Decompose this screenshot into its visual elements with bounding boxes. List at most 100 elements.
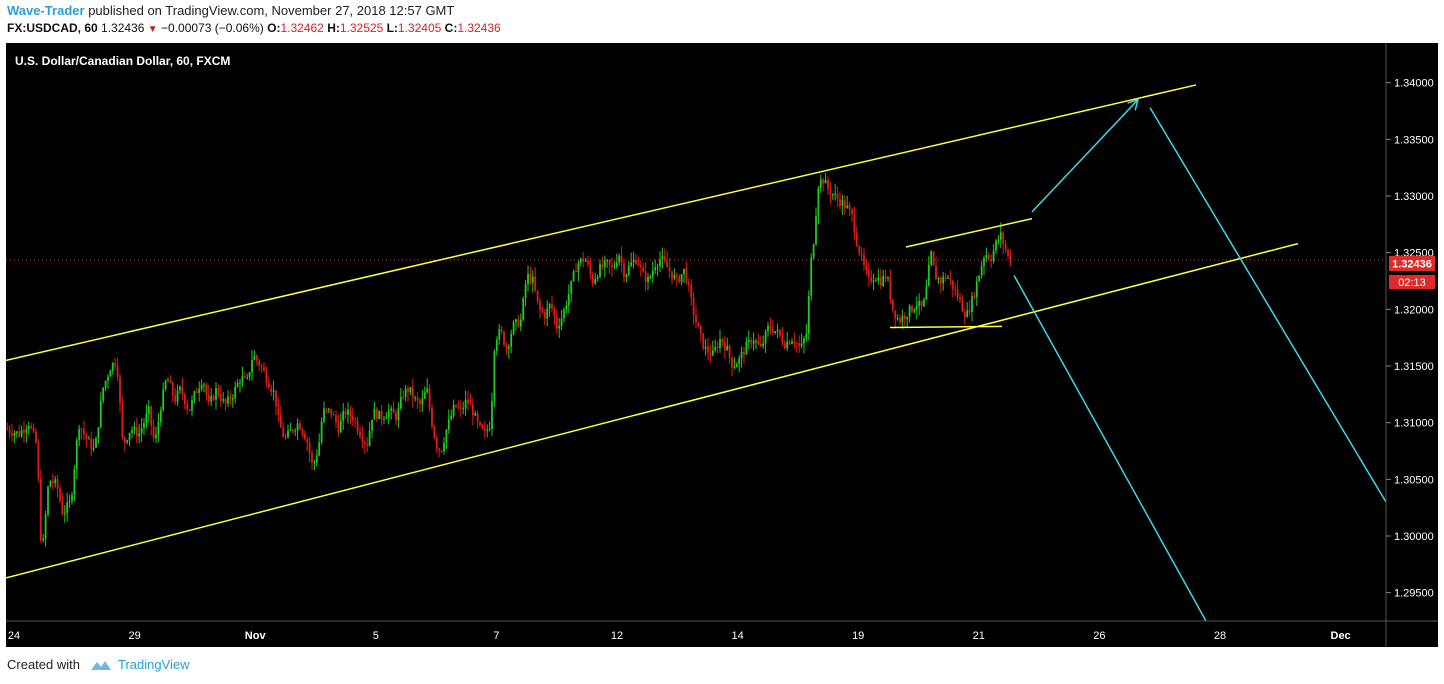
price-axis[interactable]: 1.340001.335001.330001.325001.320001.315… [1386, 78, 1434, 600]
candle-body [419, 400, 421, 405]
candle-body [263, 366, 265, 372]
symbol-label: FX:USDCAD, 60 [7, 21, 98, 35]
candle-body [116, 365, 119, 377]
candle-body [68, 501, 71, 503]
candle-body [752, 341, 755, 344]
candle-body [627, 266, 630, 275]
candle-body [512, 321, 515, 334]
candle-body [968, 310, 971, 312]
candle-body [493, 351, 496, 401]
candle-body [558, 325, 561, 329]
candle-body [510, 333, 513, 347]
candle-body [486, 429, 489, 431]
candle-body [563, 309, 565, 319]
candle-body [579, 258, 582, 264]
candle-body [397, 408, 400, 421]
candle-body [858, 246, 861, 254]
publish-text: published on TradingView.com, November 2… [88, 3, 455, 18]
candle-body [56, 479, 59, 489]
tradingview-link[interactable]: TradingView [117, 657, 190, 672]
candle-body [747, 339, 750, 342]
candle-body [687, 282, 690, 285]
time-tick-label: 7 [493, 630, 499, 642]
author-link[interactable]: Wave-Trader [7, 3, 85, 18]
candle-body [143, 423, 145, 429]
candle-body [551, 303, 553, 309]
candle-body [435, 437, 438, 449]
candle-body [327, 408, 330, 410]
candle-body [719, 338, 721, 349]
candle-body [776, 329, 779, 332]
candle-body [459, 407, 462, 409]
price-tick-label: 1.31000 [1394, 418, 1434, 430]
price-tick-label: 1.29500 [1394, 588, 1434, 600]
open-label: O: [267, 21, 281, 35]
candle-body [584, 260, 587, 262]
candle-body [83, 429, 85, 435]
candle-body [152, 425, 155, 438]
candle-body [407, 388, 409, 392]
candle-body [783, 343, 786, 349]
candle-body [438, 448, 441, 451]
candle-body [803, 338, 805, 344]
candle-body [891, 299, 894, 311]
candle-body [246, 377, 249, 379]
candle-body [267, 382, 270, 389]
candle-body [870, 276, 873, 282]
price-chart[interactable]: 1.340001.335001.330001.325001.320001.315… [5, 43, 1438, 647]
time-tick-label: 5 [373, 630, 379, 642]
candle-body [515, 319, 517, 322]
candle-body [351, 416, 354, 421]
candle-body [536, 290, 539, 302]
candle-body [918, 300, 921, 306]
candle-body [335, 414, 337, 423]
candle-body [258, 360, 261, 366]
time-tick-label: Nov [245, 630, 267, 642]
candle-body [781, 335, 784, 344]
candle-body [788, 341, 791, 344]
candle-body [133, 426, 136, 430]
candle-body [373, 408, 376, 420]
candle-body [404, 388, 407, 398]
candle-body [927, 264, 930, 287]
chart-area[interactable]: 1.34000 1.33500 1.33000 1.32500 1.32000 1.315… [5, 43, 1438, 647]
candle-body [767, 325, 769, 332]
candle-body [6, 428, 9, 430]
candle-body [699, 326, 702, 334]
candle-body [939, 277, 942, 284]
candle-body [848, 205, 851, 210]
candle-body [138, 433, 141, 437]
candle-body [887, 277, 889, 279]
candle-body [78, 428, 81, 441]
candle-body [985, 255, 988, 259]
candle-body [243, 376, 246, 378]
candle-body [85, 434, 88, 440]
candle-body [951, 280, 954, 290]
time-axis[interactable]: 2429Nov57121419212628Dec510 [8, 630, 1438, 642]
footer: Created with TradingView [7, 657, 190, 672]
candle-body [836, 193, 839, 199]
candle-body [882, 276, 885, 286]
candle-body [330, 408, 333, 415]
candle-body [632, 260, 635, 263]
candle-body [306, 439, 309, 443]
candle-body [721, 338, 724, 343]
candle-body [462, 408, 465, 410]
candle-body [990, 259, 993, 262]
candle-body [23, 430, 25, 433]
candle-body [61, 500, 64, 515]
candle-body [853, 214, 856, 233]
candle-body [740, 351, 743, 358]
candle-body [92, 447, 95, 450]
candle-body [541, 309, 544, 313]
candle-body [944, 276, 947, 279]
candle-body [311, 453, 313, 463]
candle-body [534, 276, 537, 291]
candle-body [911, 305, 913, 312]
candle-body [671, 271, 673, 279]
candle-body [159, 410, 162, 423]
candle-body [963, 312, 966, 317]
time-tick-label: 19 [852, 630, 864, 642]
candle-body [8, 429, 11, 433]
candle-body [239, 382, 241, 384]
